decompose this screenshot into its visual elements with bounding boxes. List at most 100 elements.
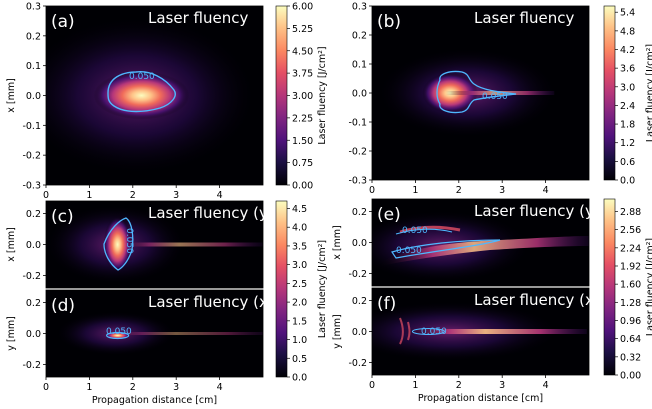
colorbar-tick-label: 4.8 xyxy=(620,26,635,37)
colorbar-tick-label: 6.00 xyxy=(292,2,313,13)
x-tick-label: 3 xyxy=(173,382,179,393)
colorbar-tick-label: 3.0 xyxy=(292,260,307,271)
y-tick-label: 0.0 xyxy=(26,329,41,340)
panel-f: 0.050 Laser fluency (x = 0) (f) -0.2 0.0 0.2 0… xyxy=(332,287,631,404)
colorbar-tick-label: 5.4 xyxy=(620,8,635,19)
colorbar-tick-label: 2.88 xyxy=(620,207,641,218)
panel-letter: (d) xyxy=(51,296,75,316)
y-axis-label: x [mm] xyxy=(6,78,17,113)
colorbar-tick-label: 2.5 xyxy=(292,279,307,290)
y-tick-label: 0.0 xyxy=(26,91,41,102)
y-tick-label: 0.2 xyxy=(26,298,41,309)
colorbar-tick-label: 3.75 xyxy=(292,69,313,80)
panel-d: 0.050 Laser fluency (x = 0) (d) -0.2 0.0 0.2 0… xyxy=(6,289,305,406)
y-tick-label: 0.2 xyxy=(352,31,367,42)
y-tick-label: 0.0 xyxy=(26,240,41,251)
y-tick-label: -0.2 xyxy=(348,147,367,158)
x-tick-label: 3 xyxy=(499,380,505,391)
filament-upper xyxy=(399,225,461,234)
panel-b: 0.050 Laser fluency (b) -0.3 -0.2 -0.1 0.0 0.1 0… xyxy=(348,2,590,196)
colorbar-tick-label: 5.25 xyxy=(292,24,313,35)
y-tick-label: 0.2 xyxy=(352,296,367,307)
x-tick-label: 3 xyxy=(499,185,505,196)
y-axis-label: x [mm] xyxy=(332,225,343,260)
x-axis-label: Propagation distance [cm] xyxy=(92,395,217,406)
contour-label: 0.050 xyxy=(421,327,447,337)
y-tick-label: 0.2 xyxy=(26,31,41,42)
colorbar-label: Laser fluency [J/cm²] xyxy=(645,44,652,142)
colorbar-tick-label: 0.32 xyxy=(620,352,641,363)
colorbar-tick-label: 3.0 xyxy=(620,82,635,93)
panel-e: 0.050 0.050 Laser fluency (y = 0) (e) -0.2 0.… xyxy=(332,198,631,287)
colorbar-tick-label: 2.24 xyxy=(620,243,641,254)
panel-letter: (f) xyxy=(377,294,396,314)
panel-title: Laser fluency xyxy=(474,9,574,27)
y-tick-label: -0.2 xyxy=(348,358,367,369)
y-tick-label: 0.2 xyxy=(352,207,367,218)
contour-line xyxy=(103,217,134,271)
colorbar-tick-label: 1.8 xyxy=(620,120,635,131)
y-tick-label: 0.3 xyxy=(352,2,367,13)
panel-letter: (e) xyxy=(377,205,401,225)
x-tick-label: 0 xyxy=(369,185,375,196)
colorbar-d: 0.0 0.5 1.0 1.5 2.0 2.5 3.0 3.5 4.0 4.5 Laser flue… xyxy=(275,200,328,384)
colorbar-tick-label: 0.0 xyxy=(620,176,635,187)
panel-c: 0.050 Laser fluency (y = 0) (c) -0.2 0.0 0.2 x… xyxy=(6,200,305,289)
x-axis-label: Propagation distance [cm] xyxy=(418,393,543,404)
panel-a: 0.050 Laser fluency (a) -0.3 -0.2 -0.1 0.0 0.1 0… xyxy=(6,2,264,201)
filament xyxy=(111,242,263,247)
colorbar-tick-label: 2.56 xyxy=(620,225,641,236)
contour-label: 0.050 xyxy=(482,92,508,102)
panel-title: Laser fluency (y = 0) xyxy=(474,202,631,220)
contour-label: 0.050 xyxy=(129,72,155,82)
contour-line xyxy=(436,70,517,114)
contour-line xyxy=(411,327,445,336)
heatmap-b: 0.050 xyxy=(377,48,558,138)
y-tick-label: 0.0 xyxy=(352,89,367,100)
panel-title: Laser fluency (y = 0) xyxy=(148,204,305,222)
colorbar-b: 0.0 0.6 1.2 1.8 2.4 3.0 3.6 4.2 4.8 5.4 Laser flue… xyxy=(603,5,652,187)
contour-label-2: 0.050 xyxy=(396,246,422,256)
colorbar-tick-label: 3.5 xyxy=(292,241,307,252)
x-tick-label: 1 xyxy=(86,382,92,393)
colorbar-tick-label: 2.0 xyxy=(292,298,307,309)
colorbar-tick-label: 4.0 xyxy=(292,223,307,234)
x-tick-label: 4 xyxy=(217,190,223,201)
colorbar-tick-label: 1.92 xyxy=(620,261,641,272)
colorbar-a: 0.00 0.75 1.50 2.25 3.00 3.75 4.50 5.25 6.00 Lase… xyxy=(275,2,328,192)
colorbar-tick-label: 2.4 xyxy=(620,101,635,112)
x-tick-label: 4 xyxy=(217,382,223,393)
panel-letter: (c) xyxy=(51,207,74,227)
colorbar-tick-label: 0.00 xyxy=(292,181,313,192)
colorbar-gradient xyxy=(603,198,616,376)
colorbar-tick-label: 0.75 xyxy=(292,158,313,169)
x-tick-label: 0 xyxy=(369,380,375,391)
filament xyxy=(98,332,263,335)
heatmap-f: 0.050 xyxy=(372,301,587,362)
filament xyxy=(445,91,555,95)
x-tick-label: 4 xyxy=(543,185,549,196)
panel-title: Laser fluency (x = 0) xyxy=(148,293,305,311)
y-tick-label: -0.3 xyxy=(22,181,41,192)
y-tick-label: 0.0 xyxy=(352,327,367,338)
colorbar-gradient xyxy=(275,5,288,186)
contour-label: 0.050 xyxy=(106,327,132,337)
x-tick-label: 0 xyxy=(43,190,49,201)
filament xyxy=(380,236,589,266)
contour-line xyxy=(391,239,501,259)
panel-title: Laser fluency xyxy=(148,9,248,27)
colorbar-label: Laser fluency [J/cm²] xyxy=(317,240,328,338)
colorbar-tick-label: 4.50 xyxy=(292,46,313,57)
y-tick-label: 0.0 xyxy=(352,238,367,249)
colorbar-tick-label: 1.2 xyxy=(620,138,635,149)
x-tick-label: 2 xyxy=(130,382,136,393)
colorbar-tick-label: 1.28 xyxy=(620,298,641,309)
y-tick-label: 0.1 xyxy=(352,60,367,71)
colorbar-tick-label: 3.00 xyxy=(292,91,313,102)
y-tick-label: 0.1 xyxy=(26,61,41,72)
colorbar-tick-label: 3.6 xyxy=(620,64,635,75)
y-tick-label: 0.3 xyxy=(26,2,41,13)
colorbar-tick-label: 1.50 xyxy=(292,136,313,147)
y-axis-label: y [mm] xyxy=(6,316,17,351)
heatmap-d: 0.050 xyxy=(55,311,263,356)
